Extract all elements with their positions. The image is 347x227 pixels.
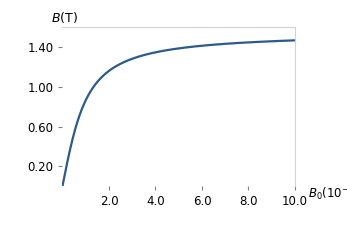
Text: $B_0\mathregular{(10^{-4}T)}$: $B_0\mathregular{(10^{-4}T)}$ bbox=[308, 185, 347, 203]
Text: $B\mathregular{(T)}$: $B\mathregular{(T)}$ bbox=[51, 10, 78, 25]
